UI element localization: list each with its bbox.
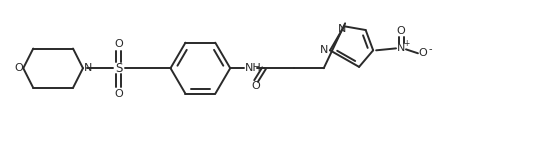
Text: O: O <box>14 63 22 73</box>
Text: S: S <box>115 62 123 75</box>
Text: O: O <box>252 81 260 91</box>
Text: O: O <box>397 26 406 36</box>
Text: O: O <box>115 39 123 49</box>
Text: N: N <box>338 24 346 34</box>
Text: -: - <box>428 44 432 54</box>
Text: O: O <box>419 48 427 58</box>
Text: NH: NH <box>245 63 261 73</box>
Text: N: N <box>320 45 328 55</box>
Text: +: + <box>403 39 409 48</box>
Text: O: O <box>115 89 123 99</box>
Text: N: N <box>84 63 92 73</box>
Text: N: N <box>397 43 405 53</box>
